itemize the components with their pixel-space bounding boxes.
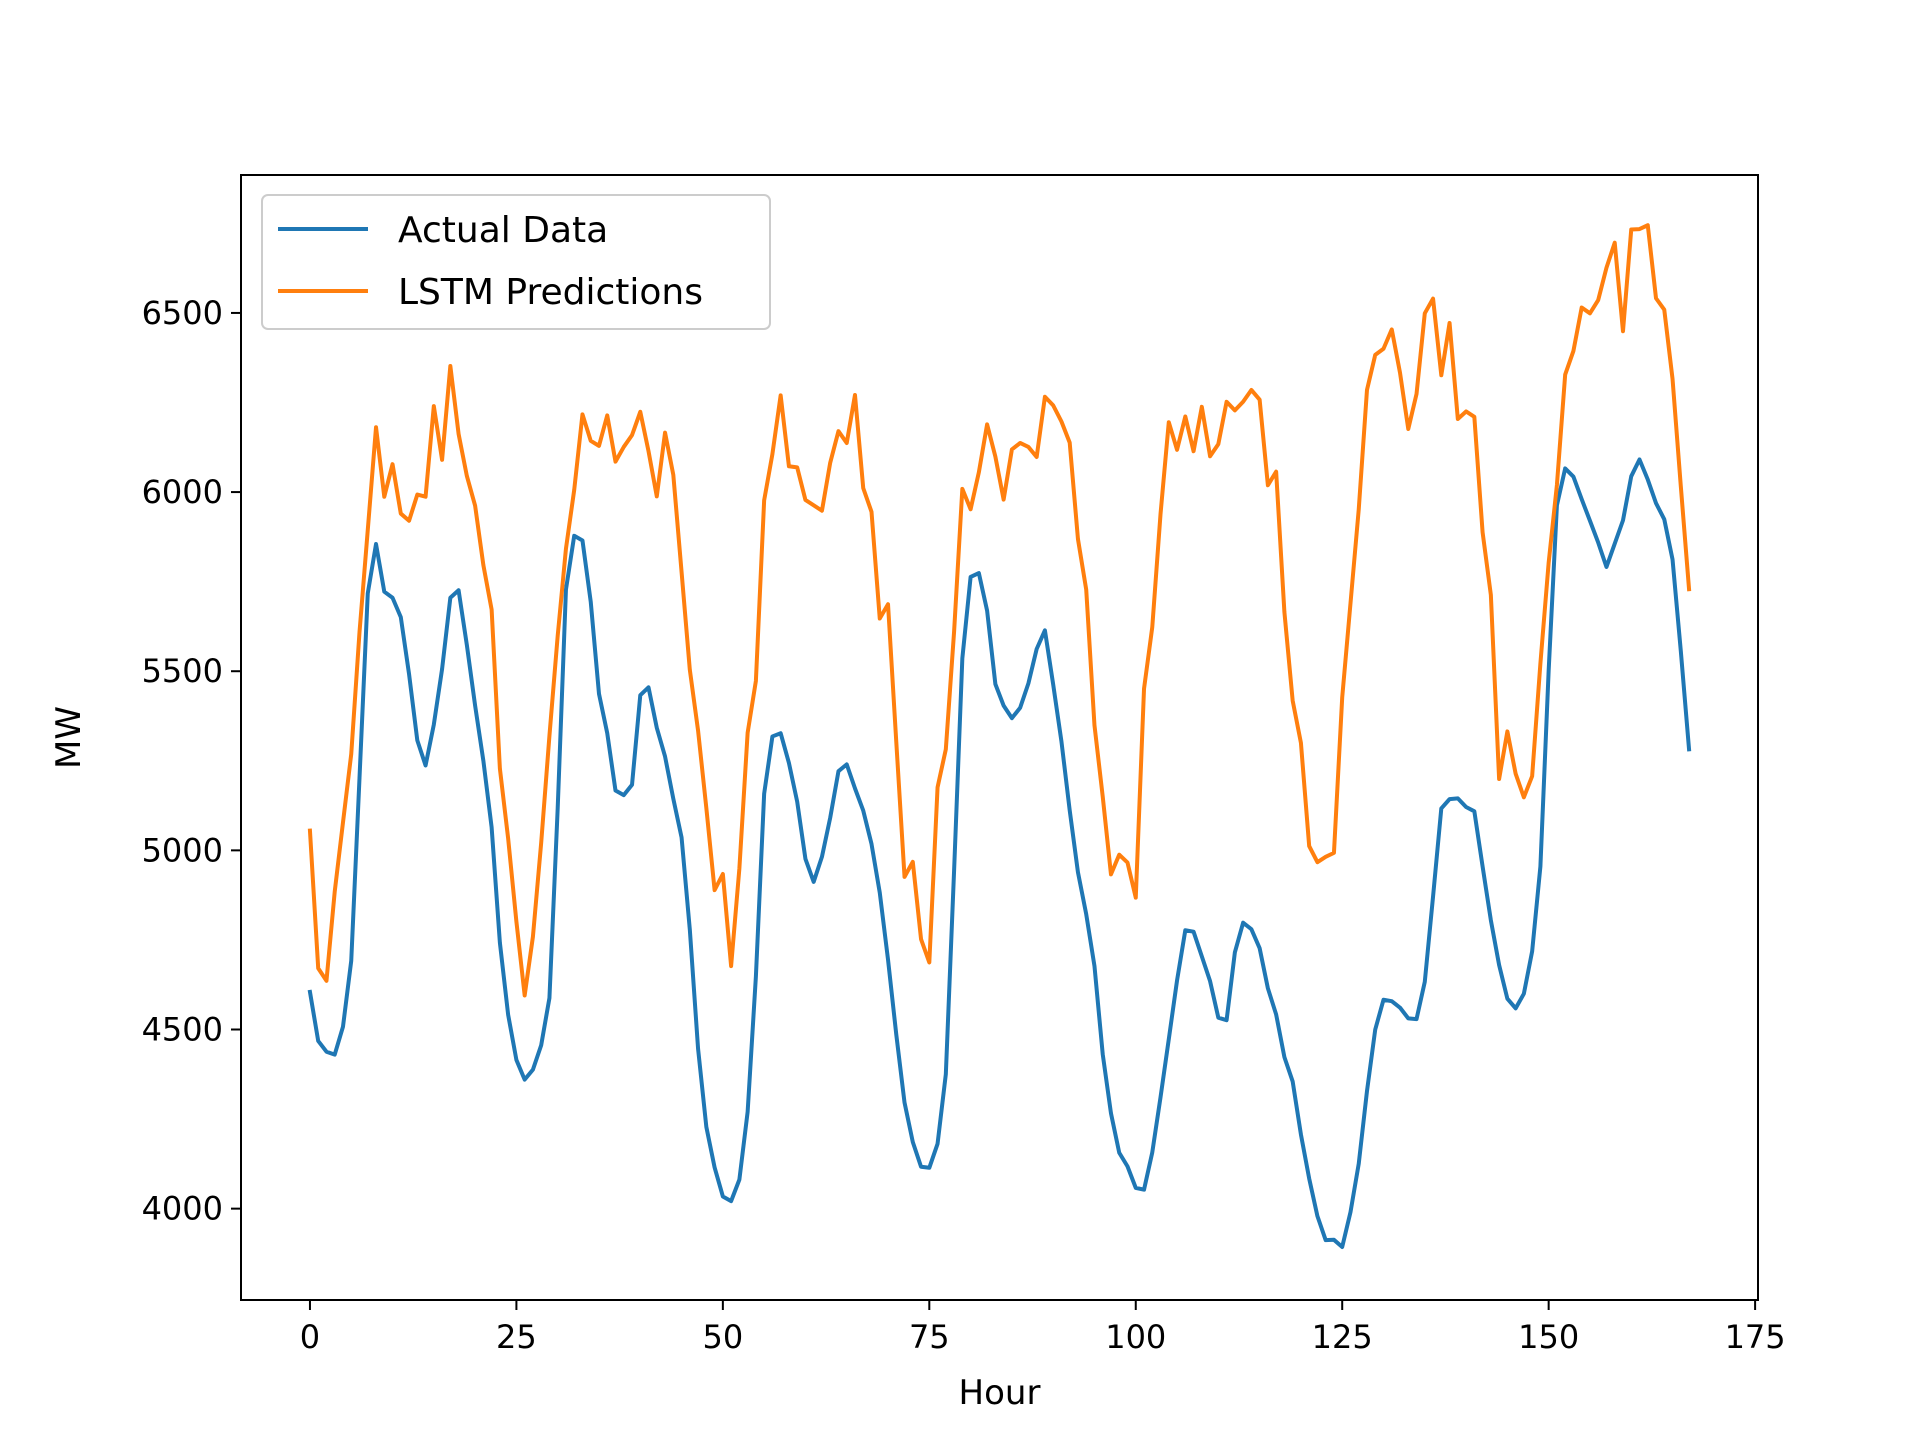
x-tick-label: 125 (1312, 1318, 1373, 1356)
series-line-actual-data (307, 457, 1692, 1249)
x-tick-label: 50 (702, 1318, 743, 1356)
series-group (307, 223, 1692, 1249)
x-tick-label: 175 (1725, 1318, 1786, 1356)
y-tick-label: 6000 (142, 473, 223, 511)
series-line-lstm-predictions (307, 223, 1692, 998)
y-tick-label: 6500 (142, 294, 223, 332)
y-tick-label: 4500 (142, 1010, 223, 1048)
x-axis: 0 25 50 75 100 125 150 175 (300, 1300, 1786, 1356)
x-tick-label: 75 (909, 1318, 950, 1356)
axes-frame (240, 174, 1759, 1301)
legend-box (261, 194, 771, 330)
legend: Actual Data LSTM Predictions (261, 194, 771, 330)
y-axis-label: MW (49, 706, 89, 769)
x-tick-label: 25 (496, 1318, 537, 1356)
y-tick-label: 4000 (142, 1190, 223, 1228)
legend-label-actual-data: Actual Data (398, 210, 608, 251)
y-tick-label: 5000 (142, 831, 223, 869)
y-tick-label: 5500 (142, 652, 223, 690)
legend-label-lstm-predictions: LSTM Predictions (398, 272, 703, 313)
x-axis-label: Hour (959, 1373, 1041, 1413)
x-tick-label: 150 (1518, 1318, 1579, 1356)
x-tick-label: 100 (1105, 1318, 1166, 1356)
y-axis: 4000 4500 5000 5500 6000 6500 (142, 294, 241, 1228)
x-tick-label: 0 (300, 1318, 320, 1356)
